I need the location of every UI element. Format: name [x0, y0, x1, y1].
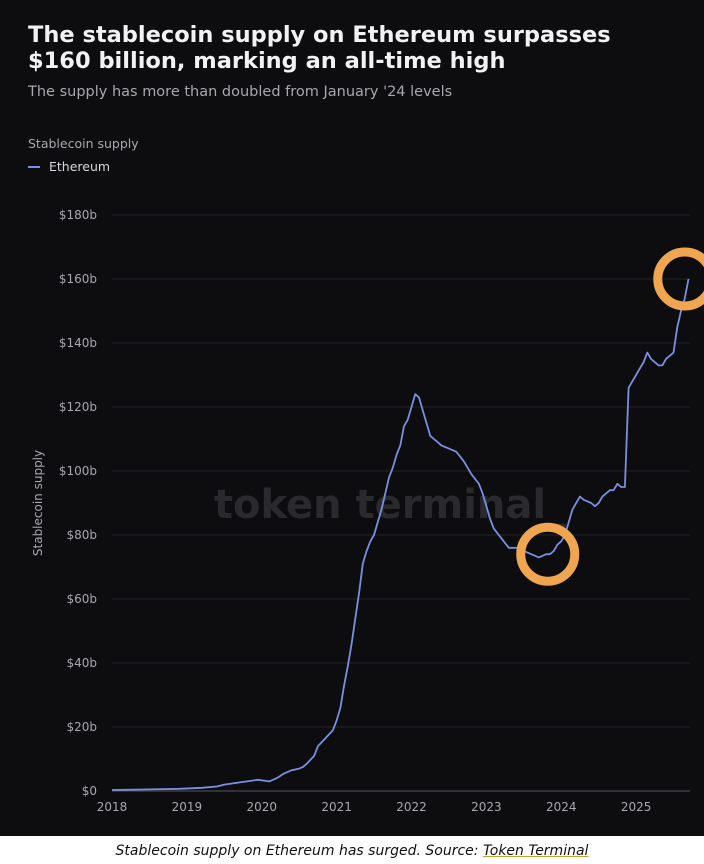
y-tick-label: $180b: [59, 208, 97, 222]
highlight-circle: [516, 522, 580, 586]
y-tick-label: $100b: [59, 464, 97, 478]
line-chart: $0 $20b $40b $60b $80b $100b $120b $140b $160b $1…: [31, 208, 704, 814]
y-tick-label: $140b: [59, 336, 97, 350]
x-tick-label: 2022: [396, 800, 427, 814]
series-line-ethereum: [111, 278, 690, 791]
legend-swatch: [28, 165, 40, 168]
annotation-layer: [516, 247, 704, 586]
y-tick-label: $20b: [66, 720, 97, 734]
figure-caption: Stablecoin supply on Ethereum has surged…: [0, 843, 704, 859]
legend-title: Stablecoin supply: [28, 136, 139, 151]
x-tick-label: 2019: [172, 800, 203, 814]
y-tick-label: $0: [82, 784, 97, 798]
watermark: token terminal_: [214, 482, 566, 528]
grid-lines: [112, 214, 690, 792]
x-tick-label: 2024: [546, 800, 577, 814]
y-tick-label: $60b: [66, 592, 97, 606]
y-tick-label: $120b: [59, 400, 97, 414]
x-tick-label: 2020: [246, 800, 277, 814]
y-tick-label: $160b: [59, 272, 97, 286]
x-tick-label: 2025: [621, 800, 652, 814]
legend-item-label: Ethereum: [49, 159, 111, 174]
y-tick-label: $80b: [66, 528, 97, 542]
x-tick-label: 2018: [97, 800, 128, 814]
chart-title: The stablecoin supply on Ethereum surpas…: [28, 22, 611, 74]
y-tick-label: $40b: [66, 656, 97, 670]
series-layer: [111, 278, 690, 791]
chart-card: The stablecoin supply on Ethereum surpas…: [0, 0, 704, 836]
chart-subtitle: The supply has more than doubled from Ja…: [28, 84, 453, 100]
caption-source-link[interactable]: Token Terminal: [482, 843, 589, 859]
highlight-circle: [653, 247, 704, 311]
caption-text: Stablecoin supply on Ethereum has surged…: [115, 843, 483, 859]
x-tick-label: 2023: [471, 800, 502, 814]
legend-item-ethereum[interactable]: Ethereum: [28, 159, 110, 174]
axes: $0 $20b $40b $60b $80b $100b $120b $140b $160b $1…: [31, 208, 651, 814]
y-axis-label: Stablecoin supply: [31, 450, 45, 556]
x-tick-label: 2021: [321, 800, 352, 814]
